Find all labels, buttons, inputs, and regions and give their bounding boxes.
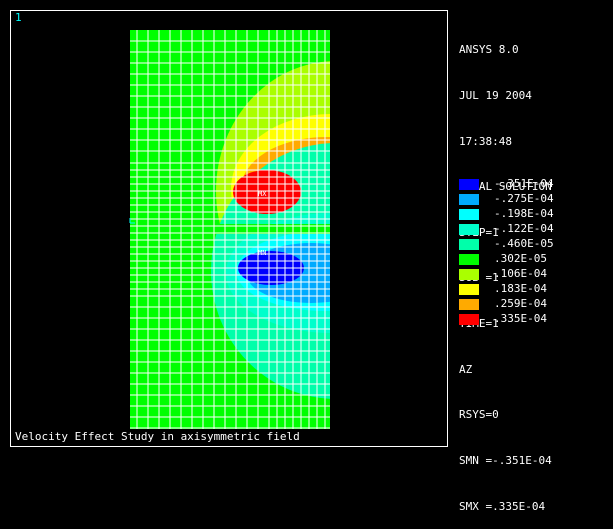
info-smn: SMN =-.351E-04 [459, 453, 552, 467]
max-marker: MX [258, 190, 267, 198]
info-time: 17:38:48 [459, 134, 512, 148]
info-item: AZ [459, 362, 473, 376]
legend-swatch [459, 284, 479, 295]
info-date: JUL 19 2004 [459, 89, 532, 103]
legend-label: .183E-04 [494, 282, 547, 295]
legend-swatch [459, 194, 479, 205]
legend-label: .106E-04 [494, 267, 547, 280]
contour-band-0335e04 [233, 170, 301, 214]
info-rsys: RSYS=0 [459, 408, 499, 422]
legend-swatch [459, 269, 479, 280]
contour-plot: MX MN [129, 30, 330, 429]
legend-label: -.275E-04 [494, 192, 554, 205]
info-smx: SMX =.335E-04 [459, 499, 546, 513]
legend-label: .259E-04 [494, 297, 547, 310]
legend-label: .302E-05 [494, 252, 547, 265]
legend-label: -.122E-04 [494, 222, 554, 235]
neutral-band [130, 224, 330, 234]
window-number: 1 [15, 11, 22, 24]
plot-caption: Velocity Effect Study in axisymmetric fi… [15, 430, 300, 443]
legend-label: .335E-04 [494, 312, 547, 325]
legend-swatch [459, 314, 479, 325]
min-marker: MN [258, 249, 266, 257]
info-title: ANSYS 8.0 [459, 43, 519, 57]
graphics-viewport: 1 MX MN Velocity Effect Study in axis [10, 10, 448, 447]
legend-swatch [459, 254, 479, 265]
legend-label: -.198E-04 [494, 207, 554, 220]
legend-swatch [459, 209, 479, 220]
legend-label: -.460E-05 [494, 237, 554, 250]
legend-swatch [459, 224, 479, 235]
element-mesh [130, 30, 330, 429]
legend-label: -.351E-04 [494, 177, 554, 190]
legend-swatch [459, 179, 479, 190]
legend-swatch [459, 239, 479, 250]
legend-swatch [459, 299, 479, 310]
